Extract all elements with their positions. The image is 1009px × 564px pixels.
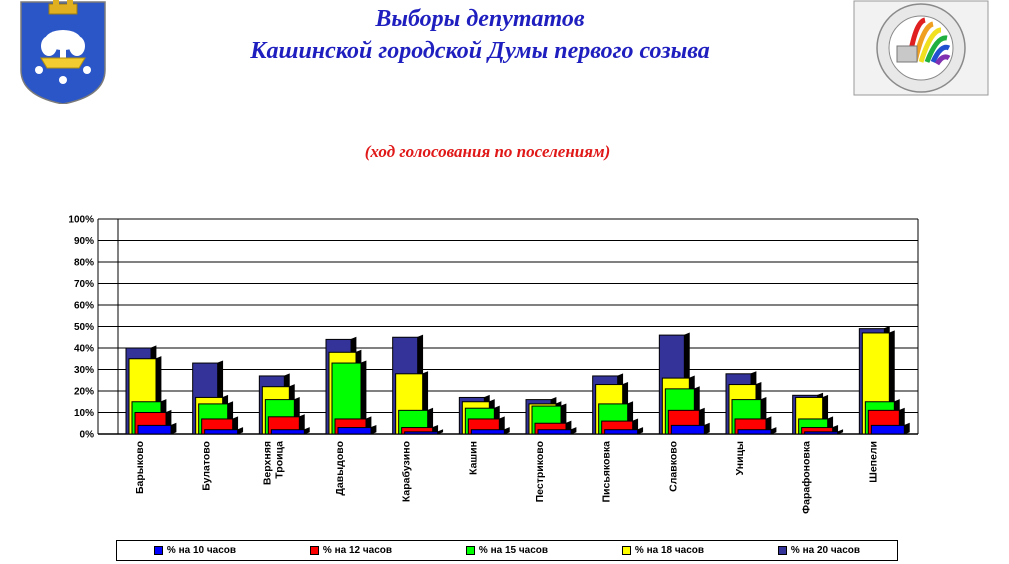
y-tick-label: 90% [74, 236, 94, 247]
bar-side [770, 427, 777, 435]
cec-russia-emblem-icon [853, 0, 989, 96]
bar-side [503, 427, 510, 435]
chart-subtitle: (ход голосования по поселениям) [364, 142, 611, 161]
y-tick-label: 0% [80, 430, 95, 441]
bar [337, 427, 372, 435]
legend-item-12h: % на 12 часов [309, 545, 393, 556]
x-category-label: Письяковка [601, 441, 613, 503]
legend-item-18h: % на 18 часов [621, 545, 705, 556]
legend-item-20h: % на 20 часов [777, 545, 861, 556]
bar [604, 429, 639, 435]
x-category-label: Булатово [201, 441, 213, 491]
bar [137, 424, 172, 435]
bar [737, 429, 772, 435]
legend-label-10h: % на 10 часов [166, 545, 237, 556]
bar [537, 429, 572, 435]
legend-swatch-20h [777, 546, 787, 555]
bar-side [703, 422, 710, 435]
x-category-label: Барыково [134, 441, 146, 494]
legend-item-15h: % на 15 часов [465, 545, 549, 556]
bar [204, 429, 239, 435]
x-category-label: Троица [273, 441, 285, 479]
kashin-coat-of-arms-icon [20, 0, 106, 104]
chart-title-line2: Кашинской городской Думы первого созыва [250, 38, 710, 64]
legend-swatch-15h [465, 546, 475, 555]
legend-label-18h: % на 18 часов [634, 545, 705, 556]
x-category-label: Шепели [867, 441, 879, 483]
y-tick-label: 60% [74, 301, 94, 312]
bar [670, 424, 705, 435]
y-tick-label: 80% [74, 258, 94, 269]
x-category-label: Кашин [467, 441, 479, 475]
bar [404, 431, 439, 435]
y-tick-label: 20% [74, 387, 94, 398]
x-category-label: Давыдово [334, 441, 346, 496]
bar-side [303, 427, 310, 435]
x-category-label: Фарафоновка [801, 441, 813, 514]
y-tick-label: 100% [68, 215, 94, 226]
y-tick-label: 10% [74, 408, 94, 419]
bar-side [903, 422, 910, 435]
bar [270, 429, 305, 435]
y-tick-label: 70% [74, 279, 94, 290]
legend-swatch-10h [153, 546, 163, 555]
x-category-label: Славково [667, 441, 679, 492]
x-category-label: Верхняя [261, 441, 273, 485]
bar [870, 424, 905, 435]
bar [804, 431, 839, 435]
y-tick-label: 30% [74, 365, 94, 376]
y-tick-label: 40% [74, 344, 94, 355]
bar-side [637, 427, 644, 435]
bar-side [370, 424, 377, 435]
x-category-label: Уницы [734, 441, 746, 475]
bar-side [237, 427, 244, 435]
bar [470, 429, 505, 435]
bar-side [170, 422, 177, 435]
legend-label-15h: % на 15 часов [478, 545, 549, 556]
legend-label-20h: % на 20 часов [790, 545, 861, 556]
x-category-label: Карабузино [401, 441, 413, 502]
legend-swatch-18h [621, 546, 631, 555]
legend-swatch-12h [309, 546, 319, 555]
y-tick-label: 50% [74, 322, 94, 333]
legend-item-10h: % на 10 часов [153, 545, 237, 556]
chart-legend: % на 10 часов % на 12 часов % на 15 часо… [116, 540, 898, 561]
chart-title-line1: Выборы депутатов [375, 6, 585, 32]
bar-side [570, 427, 577, 435]
legend-label-12h: % на 12 часов [322, 545, 393, 556]
x-category-label: Пестриково [534, 441, 546, 502]
